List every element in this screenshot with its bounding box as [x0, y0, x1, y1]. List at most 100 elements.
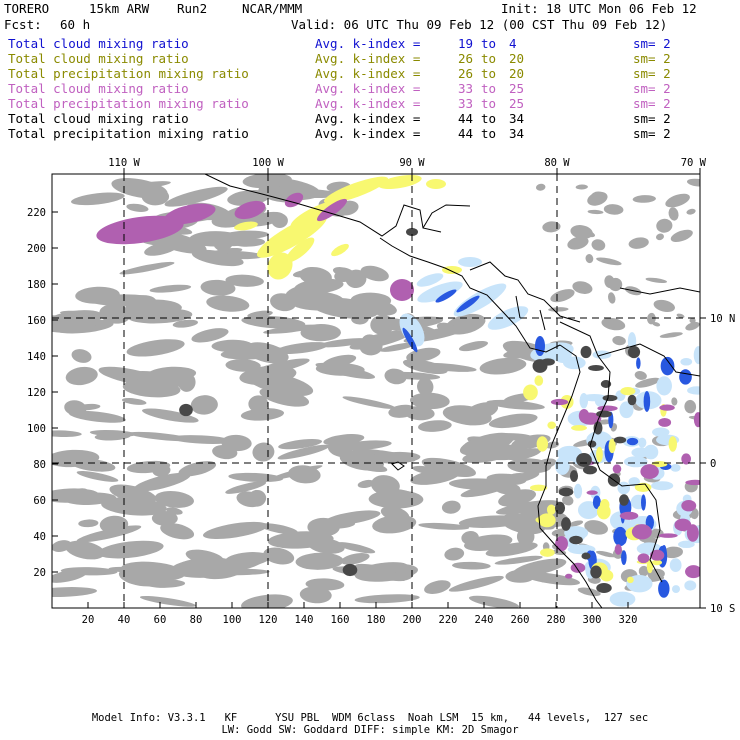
cloud-gray-area	[361, 334, 380, 349]
cloud-gray-area	[495, 500, 560, 515]
cloud-gray-area	[294, 278, 344, 294]
cloud-gray-area	[424, 580, 451, 594]
valid-time: Valid: 06 UTC Thu 09 Feb 12 (00 CST Thu …	[291, 17, 668, 32]
lon-label: 70 W	[681, 157, 707, 169]
cloud-gray-area	[278, 439, 323, 450]
cloud-gray-area	[288, 465, 321, 484]
cloud-gray-area	[259, 387, 310, 407]
precip-yellow-area	[547, 421, 556, 429]
legend-avg: Avg. k-index =	[315, 96, 421, 111]
cloud-gray-area	[242, 174, 292, 189]
x-tick-label: 180	[367, 614, 386, 626]
precip-yellow-area	[620, 387, 636, 396]
physics-info: LW: Godd SW: Goddard DIFF: simple KM: 2D…	[221, 724, 519, 736]
forecast-map: 20 40 60 80 100 120 140 160 180 200 220 240 260 280 30…	[27, 157, 735, 626]
legend-name: Total precipitation mixing ratio	[8, 66, 249, 81]
cloud-light-blue-area	[643, 444, 659, 460]
precip-yellow-area	[234, 221, 258, 231]
cloud-gray-area	[568, 520, 584, 527]
precip-yellow-area	[634, 482, 652, 492]
y-tick-label: 160	[27, 315, 46, 327]
y-tick-label: 120	[27, 387, 46, 399]
cloud-gray-area	[656, 218, 673, 233]
cloud-gray-area	[676, 313, 685, 319]
cloud-gray-area	[126, 203, 149, 212]
cloud-gray-area	[595, 550, 617, 558]
cloud-light-blue-area	[562, 356, 586, 370]
cloud-gray-area	[52, 569, 88, 583]
cloud-gray-area	[686, 178, 700, 187]
legend-v2: 34	[509, 126, 525, 141]
cloud-gray-area	[65, 540, 105, 560]
lon-label: 80 W	[544, 157, 570, 169]
precip-yellow-area	[596, 446, 603, 463]
cloud-gray-area	[339, 450, 385, 471]
cloud-dark-core	[619, 494, 629, 506]
cloud-dark-core	[554, 501, 566, 515]
x-tick-label: 240	[475, 614, 494, 626]
cloud-light-blue-area	[687, 386, 700, 395]
precip-yellow-area	[540, 548, 555, 557]
island-galapagos	[391, 461, 405, 471]
cloud-gray-area	[444, 547, 465, 561]
precip-yellow-area	[442, 266, 462, 274]
cloud-purple-area	[96, 215, 184, 245]
cloud-gray-area	[587, 209, 604, 215]
cloud-gray-area	[601, 317, 626, 331]
cloud-gray-area	[277, 444, 330, 460]
cloud-blue-area	[435, 289, 457, 303]
cloud-gray-area	[164, 186, 228, 207]
cloud-gray-area	[584, 520, 608, 535]
cloud-gray-area	[263, 547, 295, 565]
lat-label: 0	[710, 458, 716, 470]
cloud-light-blue-area	[669, 558, 682, 572]
cloud-gray-area	[379, 342, 417, 352]
cloud-gray-area	[485, 542, 538, 557]
legend-name: Total cloud mixing ratio	[8, 111, 189, 126]
cloud-light-blue-area	[670, 463, 681, 472]
cloud-purple-area	[674, 518, 692, 532]
cloud-gray-area	[275, 342, 329, 355]
cloud-gray-area	[656, 233, 664, 241]
cloud-purple-area	[685, 565, 700, 579]
cloud-purple-area	[658, 533, 678, 538]
cloud-dark-core	[593, 421, 603, 435]
cloud-gray-area	[535, 183, 546, 191]
legend-avg: Avg. k-index =	[315, 66, 421, 81]
precip-yellow-area	[668, 436, 678, 452]
legend-to: to	[481, 81, 497, 96]
cloud-dark-core	[558, 487, 574, 497]
cloud-gray-area	[685, 321, 700, 331]
cloud-gray-area	[89, 430, 137, 437]
cloud-gray-area	[332, 267, 355, 278]
cloud-light-blue-area	[684, 580, 697, 591]
cloud-gray-area	[151, 510, 178, 526]
cloud-gray-area	[191, 237, 243, 247]
cloud-dark-core	[561, 517, 571, 531]
cloud-purple-area	[637, 553, 650, 564]
coastline-layer	[204, 174, 700, 608]
cloud-purple-area	[579, 412, 602, 425]
legend-v2: 20	[509, 66, 525, 81]
cloud-dark-core	[532, 359, 548, 373]
cloud-blue-area	[402, 327, 418, 353]
cloud-gray-area	[596, 257, 622, 266]
cloud-gray-area	[160, 523, 195, 540]
precip-yellow-area	[571, 424, 587, 431]
cloud-purple-area	[681, 499, 697, 512]
cloud-gray-area	[662, 546, 683, 559]
legend-v2: 25	[509, 81, 525, 96]
cloud-gray-area	[292, 269, 317, 278]
cloud-gray-area	[252, 442, 275, 462]
x-tick-label: 220	[439, 614, 458, 626]
cloud-gray-area	[228, 472, 284, 483]
precip-yellow-area	[546, 504, 556, 516]
x-tick-label: 280	[547, 614, 566, 626]
y-tick-label: 20	[33, 567, 46, 579]
cloud-gray-area	[550, 289, 575, 303]
x-tick-label: 260	[511, 614, 530, 626]
cloud-purple-area	[570, 562, 586, 573]
cloud-gray-area	[271, 213, 288, 228]
legend-avg: Avg. k-index =	[315, 126, 421, 141]
cloud-light-blue-area	[656, 376, 672, 396]
